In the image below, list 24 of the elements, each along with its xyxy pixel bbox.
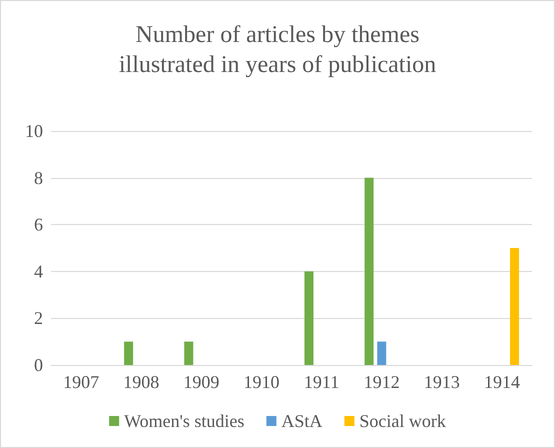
- x-tick-label: 1909: [183, 372, 220, 392]
- x-tick-label: 1913: [424, 372, 460, 392]
- legend-label: Women's studies: [124, 411, 244, 431]
- bar: [377, 342, 386, 365]
- y-tick-label: 4: [34, 261, 43, 282]
- bar: [304, 271, 314, 365]
- x-tick-label: 1908: [123, 372, 160, 392]
- y-tick-label: 2: [34, 308, 43, 328]
- bar: [510, 248, 520, 365]
- y-tick-label: 0: [34, 355, 43, 375]
- legend-label: Social work: [359, 411, 446, 431]
- chart-title: Number of articles by themes illustrated in years of publication: [118, 22, 436, 78]
- y-tick-label: 10: [25, 121, 43, 141]
- bar: [184, 342, 194, 365]
- bar: [364, 178, 374, 365]
- legend-label: AStA: [281, 411, 322, 431]
- x-tick-label: 1910: [243, 372, 280, 392]
- y-tick-label: 6: [34, 214, 43, 235]
- bar: [124, 342, 134, 365]
- x-tick-label: 1911: [304, 372, 340, 392]
- x-tick-label: 1912: [364, 372, 400, 392]
- x-tick-label: 1914: [484, 372, 520, 392]
- y-tick-label: 8: [34, 168, 43, 188]
- x-tick-label: 1907: [63, 372, 100, 392]
